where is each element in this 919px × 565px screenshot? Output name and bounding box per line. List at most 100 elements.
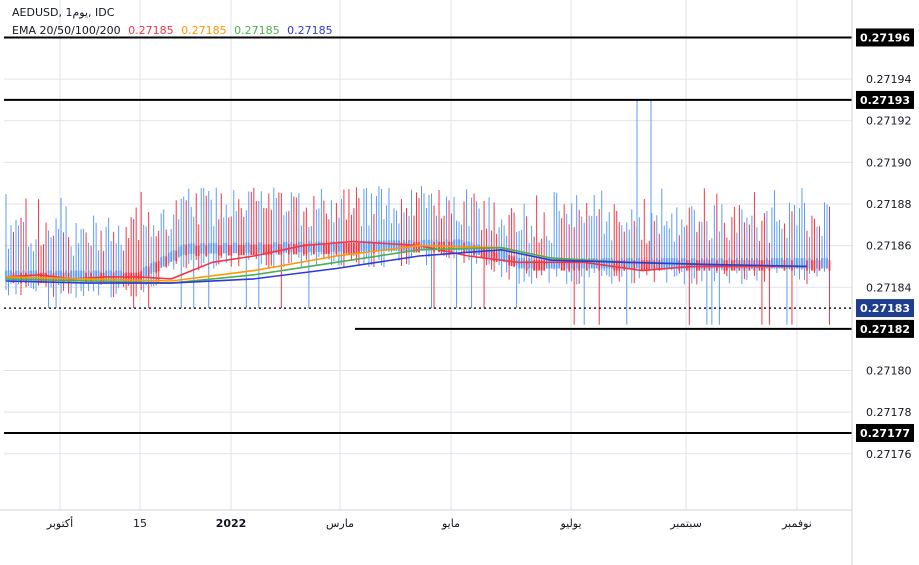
candle-body [515, 255, 518, 266]
candle-body [177, 247, 180, 258]
candle-body [105, 270, 107, 282]
candle-body [490, 250, 493, 261]
time-tick-label: 2022 [216, 517, 247, 530]
candle-body [715, 260, 718, 271]
candle-body [315, 241, 318, 252]
current-price-tag [856, 299, 914, 318]
price-axis[interactable]: 0.27194 0.27192 0.27190 0.27188 0.27186 0.271… [851, 0, 912, 565]
time-axis[interactable]: أكتوبر 15 2022 مارس مايو يوليو سبتمبر نوفمبر [0, 509, 852, 530]
candle-body [323, 243, 325, 254]
candle-body [55, 270, 57, 282]
candle-body [508, 255, 510, 266]
candle-body [578, 260, 581, 271]
candle-body [528, 258, 531, 269]
candle-body [395, 240, 398, 251]
candle-body [127, 272, 130, 284]
candle-body [375, 240, 378, 252]
candle-body [107, 270, 110, 282]
candle-body [338, 241, 340, 252]
candle-body [801, 258, 803, 269]
candle-body [142, 267, 145, 278]
candle-body [678, 260, 681, 271]
candle-body [393, 240, 395, 251]
candle-body [368, 240, 370, 252]
candle-body [75, 270, 77, 282]
candle-body [708, 260, 711, 271]
candle-body [217, 245, 220, 256]
candle-body [746, 258, 748, 269]
candle-body [430, 239, 433, 251]
level-price-tag [856, 90, 914, 109]
candle-body [620, 258, 623, 269]
candle-body [751, 258, 753, 269]
candle-body [803, 258, 806, 269]
candle-body [152, 261, 155, 273]
level-price-tag [856, 28, 914, 47]
candle-body [618, 260, 621, 271]
horizontal-levels[interactable]: 0.27196 0.27193 0.27182 0.27177 0.27183 [4, 28, 914, 442]
legend-ema[interactable]: EMA 20/50/100/200 0.27185 0.27185 0.2718… [12, 24, 337, 37]
ema-lines [5, 240, 808, 284]
candle-body [563, 260, 566, 271]
time-tick-label: يوليو [559, 517, 581, 530]
candle-body [808, 258, 811, 269]
candle-body [252, 244, 255, 256]
candle-body [210, 243, 213, 254]
candle-body [585, 260, 588, 271]
candle-body [813, 260, 816, 271]
legend-symbol[interactable]: AEDUSD, 1يوم, IDC [12, 6, 118, 19]
candle-body [623, 260, 626, 271]
candle-body [685, 260, 688, 271]
candle-body [170, 251, 173, 262]
candle-body [270, 244, 273, 255]
candle-body [212, 243, 215, 254]
candle-body [688, 260, 691, 271]
candle-body [172, 250, 175, 261]
candle-body [695, 260, 698, 271]
candle-body [615, 260, 618, 271]
candle-body [235, 242, 238, 254]
candle-body [230, 244, 233, 256]
ema100-value: 0.27185 [234, 24, 280, 37]
candle-body [72, 270, 75, 282]
candle-body [776, 258, 778, 269]
candle-body [373, 242, 375, 254]
candle-body [65, 270, 67, 282]
ema-label: EMA 20/50/100/200 [12, 24, 121, 37]
candle-body [728, 258, 731, 269]
candle-body [493, 250, 495, 262]
candle-body [333, 241, 335, 252]
ema200-value: 0.27185 [287, 24, 333, 37]
candle-body [718, 258, 721, 269]
candle-body [478, 244, 480, 255]
candle-body [543, 260, 546, 271]
candle-body [195, 245, 198, 256]
price-tick-label: 0.27180 [866, 365, 912, 378]
candle-body [500, 250, 503, 262]
candle-body [300, 241, 303, 253]
candle-body [307, 241, 310, 253]
candle-body [788, 258, 791, 269]
candle-body [5, 270, 7, 282]
candle-body [215, 243, 218, 254]
candle-body [455, 239, 458, 250]
candle-body [643, 260, 646, 271]
candle-body [648, 260, 651, 271]
candle-body [232, 242, 235, 254]
candle-body [658, 260, 661, 271]
candle-body [370, 240, 373, 252]
candle-body [415, 242, 418, 253]
candle-body [538, 260, 541, 271]
candle-body [265, 244, 268, 255]
candle-body [355, 243, 358, 254]
candle-body [80, 270, 82, 282]
candle-body [167, 252, 170, 264]
candle-body [345, 243, 348, 254]
candle-body [110, 270, 113, 282]
candle-body [713, 258, 716, 269]
candle-body [60, 270, 62, 282]
candle-body [117, 270, 120, 282]
candle-body [653, 260, 656, 271]
level-price-label: 0.27193 [860, 94, 910, 107]
